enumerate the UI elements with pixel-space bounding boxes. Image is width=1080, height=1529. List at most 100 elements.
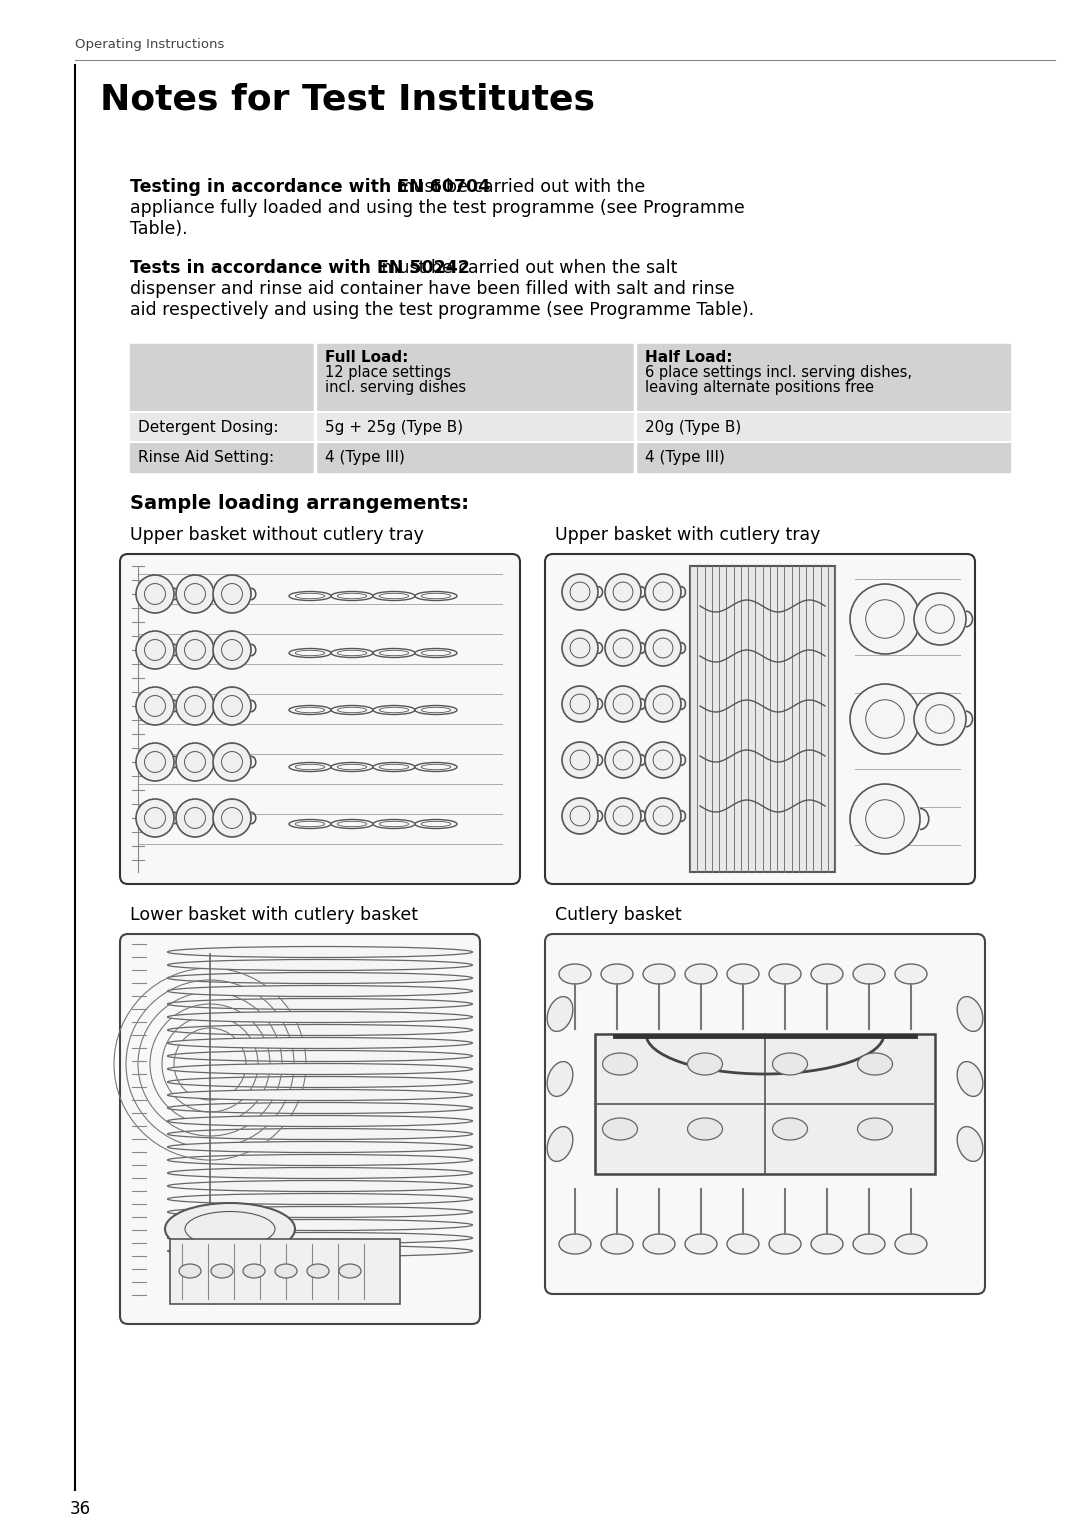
Ellipse shape: [772, 1118, 808, 1141]
Ellipse shape: [559, 1234, 591, 1254]
Ellipse shape: [179, 1264, 201, 1278]
Text: 36: 36: [70, 1500, 91, 1518]
Ellipse shape: [167, 1142, 473, 1153]
Ellipse shape: [548, 1061, 572, 1096]
Ellipse shape: [603, 1053, 637, 1075]
Ellipse shape: [957, 997, 983, 1032]
Circle shape: [570, 638, 590, 657]
Circle shape: [562, 630, 598, 667]
Ellipse shape: [243, 1264, 265, 1278]
Circle shape: [176, 687, 214, 725]
Circle shape: [213, 743, 251, 781]
Circle shape: [145, 639, 165, 661]
Ellipse shape: [421, 593, 450, 599]
Ellipse shape: [275, 1264, 297, 1278]
Circle shape: [570, 806, 590, 826]
Ellipse shape: [165, 1203, 295, 1255]
Circle shape: [185, 639, 205, 661]
Ellipse shape: [167, 1090, 473, 1101]
Ellipse shape: [548, 1127, 572, 1162]
Ellipse shape: [373, 820, 415, 829]
Text: Upper basket without cutlery tray: Upper basket without cutlery tray: [130, 526, 423, 544]
Text: 6 place settings incl. serving dishes,: 6 place settings incl. serving dishes,: [645, 365, 912, 381]
Ellipse shape: [167, 1116, 473, 1127]
Ellipse shape: [379, 821, 408, 827]
FancyBboxPatch shape: [545, 934, 985, 1294]
Circle shape: [605, 742, 642, 778]
Ellipse shape: [957, 1127, 983, 1162]
Ellipse shape: [295, 764, 325, 769]
Ellipse shape: [337, 708, 367, 713]
Circle shape: [645, 630, 681, 667]
Circle shape: [653, 694, 673, 714]
Circle shape: [213, 800, 251, 836]
Circle shape: [562, 742, 598, 778]
Ellipse shape: [167, 960, 473, 971]
Circle shape: [850, 584, 920, 654]
Circle shape: [136, 687, 174, 725]
Ellipse shape: [211, 1264, 233, 1278]
Circle shape: [926, 604, 955, 633]
Bar: [130, 442, 1010, 472]
Circle shape: [145, 807, 165, 829]
Ellipse shape: [295, 821, 325, 827]
Ellipse shape: [167, 1012, 473, 1023]
Text: leaving alternate positions free: leaving alternate positions free: [645, 381, 874, 394]
Text: 5g + 25g (Type B): 5g + 25g (Type B): [325, 420, 463, 434]
Circle shape: [221, 584, 242, 604]
Ellipse shape: [289, 763, 330, 772]
Ellipse shape: [769, 1234, 801, 1254]
Ellipse shape: [167, 972, 473, 983]
Ellipse shape: [895, 1234, 927, 1254]
Circle shape: [613, 694, 633, 714]
Ellipse shape: [167, 946, 473, 957]
Ellipse shape: [600, 963, 633, 985]
Text: Rinse Aid Setting:: Rinse Aid Setting:: [138, 450, 274, 465]
Ellipse shape: [685, 1234, 717, 1254]
Ellipse shape: [421, 708, 450, 713]
Text: Detergent Dosing:: Detergent Dosing:: [138, 420, 279, 434]
Ellipse shape: [330, 820, 373, 829]
Circle shape: [645, 798, 681, 833]
Ellipse shape: [643, 1234, 675, 1254]
Circle shape: [850, 784, 920, 855]
Circle shape: [605, 573, 642, 610]
Text: Operating Instructions: Operating Instructions: [75, 38, 225, 50]
Circle shape: [570, 583, 590, 602]
Ellipse shape: [167, 1232, 473, 1243]
Circle shape: [850, 683, 920, 754]
Ellipse shape: [337, 593, 367, 599]
Circle shape: [136, 800, 174, 836]
Ellipse shape: [167, 998, 473, 1009]
Text: Notes for Test Institutes: Notes for Test Institutes: [100, 83, 595, 116]
Bar: [690, 566, 835, 872]
Circle shape: [645, 687, 681, 722]
Circle shape: [605, 687, 642, 722]
Ellipse shape: [643, 963, 675, 985]
Ellipse shape: [769, 963, 801, 985]
Ellipse shape: [289, 705, 330, 714]
Ellipse shape: [167, 1102, 473, 1113]
Text: Half Load:: Half Load:: [645, 350, 732, 365]
Circle shape: [914, 693, 966, 745]
Circle shape: [221, 696, 242, 717]
Ellipse shape: [379, 593, 408, 599]
Ellipse shape: [373, 648, 415, 657]
Ellipse shape: [548, 997, 572, 1032]
Circle shape: [136, 575, 174, 613]
Circle shape: [145, 696, 165, 717]
Circle shape: [562, 798, 598, 833]
Circle shape: [570, 694, 590, 714]
Ellipse shape: [337, 821, 367, 827]
Ellipse shape: [727, 963, 759, 985]
Text: Cutlery basket: Cutlery basket: [555, 907, 681, 924]
Circle shape: [653, 806, 673, 826]
Circle shape: [176, 743, 214, 781]
Ellipse shape: [167, 1024, 473, 1035]
Ellipse shape: [289, 648, 330, 657]
Text: Full Load:: Full Load:: [325, 350, 408, 365]
Circle shape: [613, 751, 633, 771]
Ellipse shape: [295, 593, 325, 599]
Ellipse shape: [167, 1038, 473, 1049]
Circle shape: [213, 687, 251, 725]
